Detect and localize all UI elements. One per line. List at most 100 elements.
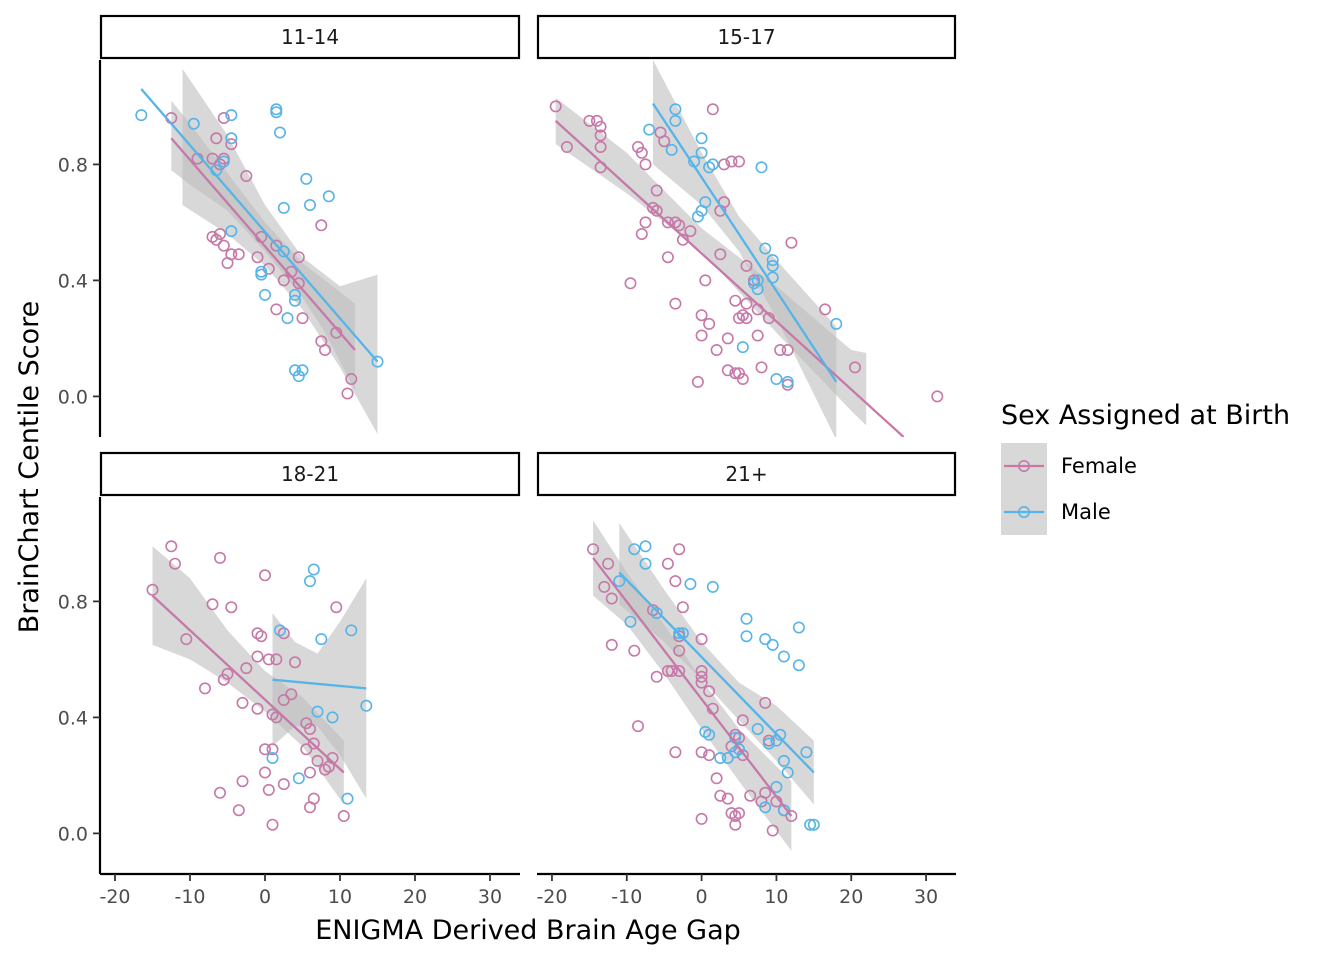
data-point-female [673, 664, 686, 677]
fit-line-female [592, 557, 793, 817]
data-point-female [303, 722, 316, 735]
data-point-male [277, 245, 290, 258]
fit-line-male [652, 102, 838, 383]
strip-box [536, 451, 957, 497]
data-point-male [371, 355, 384, 368]
data-point-female [755, 361, 768, 374]
data-point-male [673, 627, 686, 640]
data-point-female [292, 251, 305, 264]
x-tick-label: -20 [536, 886, 567, 908]
data-point-female [311, 754, 324, 767]
data-point-female [307, 737, 320, 750]
fit-line-male [140, 88, 379, 363]
data-point-male [751, 274, 764, 287]
data-point-female [703, 685, 716, 698]
data-point-female [744, 789, 757, 802]
data-point-male [303, 199, 316, 212]
data-point-female [296, 312, 309, 325]
data-point-male [759, 801, 772, 814]
data-point-female [337, 809, 350, 822]
data-point-female [594, 141, 607, 154]
data-point-male [669, 114, 682, 127]
data-point-male [755, 161, 768, 174]
panel-21+: 21+ -20 -10 0 10 20 30 [536, 451, 957, 908]
data-point-male [759, 633, 772, 646]
data-point-male [281, 312, 294, 325]
data-point-male [266, 751, 279, 764]
fit-line-female [151, 594, 345, 774]
data-point-male [766, 638, 779, 651]
data-point-male [270, 106, 283, 119]
data-point-female [146, 583, 159, 596]
data-point-male [292, 772, 305, 785]
data-point-male [624, 615, 637, 628]
data-point-male [650, 606, 663, 619]
data-point-female [602, 557, 615, 570]
data-point-male [273, 624, 286, 637]
x-tick-label: 10 [328, 886, 352, 908]
data-point-female [258, 766, 271, 779]
data-point-female [740, 259, 753, 272]
confidence-band-male [619, 523, 814, 805]
data-point-male [273, 126, 286, 139]
data-point-male [307, 563, 320, 576]
data-point-male [721, 751, 734, 764]
data-point-female [695, 664, 708, 677]
data-point-female [673, 644, 686, 657]
legend-item-male: Male [1001, 489, 1111, 535]
data-point-female [240, 170, 253, 183]
data-point-female [270, 303, 283, 316]
data-point-male [751, 722, 764, 735]
x-tick-label: 20 [839, 886, 863, 908]
data-point-female [650, 204, 663, 217]
panel-11-14: 11-14 0.0 0.4 0.8 [58, 14, 521, 437]
data-point-female [214, 551, 227, 564]
data-point-male [792, 659, 805, 672]
data-point-female [732, 807, 745, 820]
data-point-female [277, 778, 290, 791]
data-point-female [714, 789, 727, 802]
panel-15-17: 15-17 [536, 14, 957, 437]
data-point-male [770, 372, 783, 385]
data-point-male [751, 283, 764, 296]
data-point-female [258, 569, 271, 582]
data-point-female [549, 100, 562, 113]
data-point-female [729, 809, 742, 822]
data-point-male [345, 624, 358, 637]
data-point-female [774, 343, 787, 356]
data-point-female [646, 201, 659, 214]
data-point-female [718, 158, 731, 171]
data-point-female [345, 372, 358, 385]
data-point-female [262, 653, 275, 666]
data-point-female [695, 633, 708, 646]
data-point-female [330, 601, 343, 614]
data-point-female [165, 540, 178, 553]
data-point-female [277, 274, 290, 287]
data-point-female [695, 676, 708, 689]
data-point-female [262, 783, 275, 796]
data-point-female [236, 696, 249, 709]
data-point-female [560, 141, 573, 154]
data-point-male [311, 705, 324, 718]
data-point-female [658, 135, 671, 148]
data-point-male [740, 630, 753, 643]
data-point-female [650, 670, 663, 683]
x-tick-label: 10 [764, 886, 788, 908]
data-point-female [214, 228, 227, 241]
y-tick-label: 0.4 [58, 707, 88, 729]
data-point-female [631, 720, 644, 733]
data-point-female [288, 656, 301, 669]
y-tick-label: 0.8 [58, 154, 88, 176]
data-point-male [804, 818, 817, 831]
data-point-male [322, 190, 335, 203]
data-point-female [639, 216, 652, 229]
data-point-male [703, 728, 716, 741]
data-point-male [628, 543, 641, 556]
x-tick-label: 30 [478, 886, 502, 908]
data-point-female [232, 804, 245, 817]
confidence-band-female [152, 546, 344, 805]
x-tick-label: -10 [174, 886, 205, 908]
data-point-male [643, 123, 656, 136]
x-axis-title: ENIGMA Derived Brain Age Gap [315, 915, 741, 946]
legend-label: Male [1061, 500, 1111, 524]
